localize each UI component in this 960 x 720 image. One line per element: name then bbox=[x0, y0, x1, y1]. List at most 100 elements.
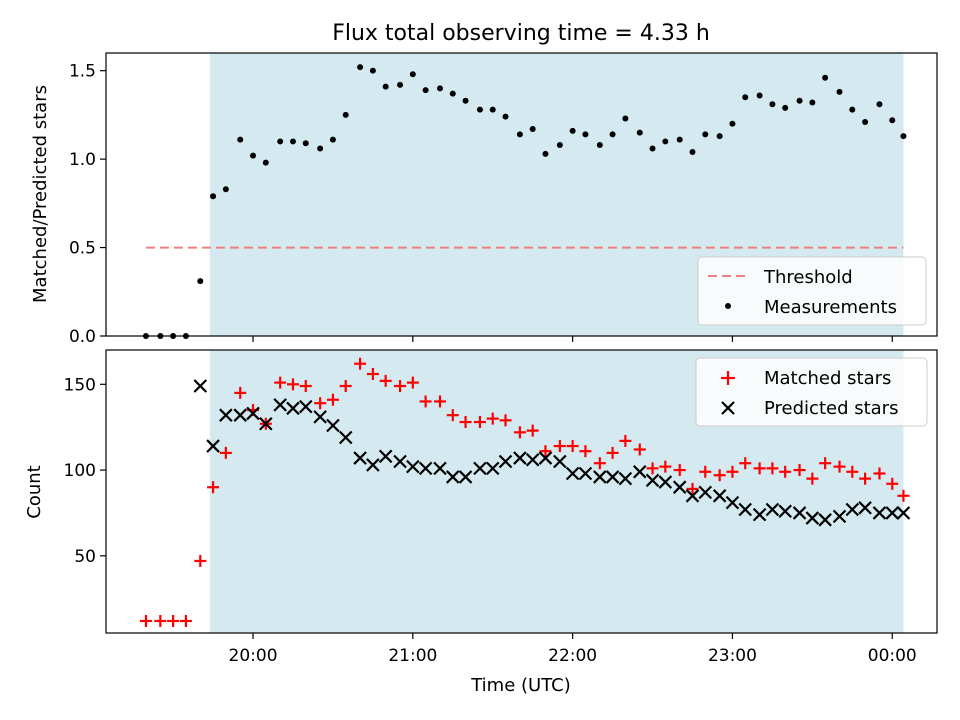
predicted-star-point bbox=[632, 464, 647, 479]
top-measurement-points bbox=[142, 64, 907, 339]
measurement-point bbox=[197, 278, 204, 285]
predicted-star-point bbox=[845, 502, 860, 517]
predicted-star-point bbox=[286, 401, 300, 416]
matched-star-point bbox=[897, 489, 910, 502]
predicted-star-point bbox=[645, 473, 660, 488]
predicted-star-point bbox=[326, 418, 340, 433]
predicted-star-point bbox=[473, 461, 487, 476]
measurement-point bbox=[649, 145, 656, 152]
measurement-point bbox=[676, 136, 683, 143]
predicted-star-point bbox=[712, 489, 727, 503]
y-tick-label: 1.0 bbox=[69, 150, 96, 170]
bottom-legend: Matched stars Predicted stars bbox=[695, 357, 928, 427]
measurement-point bbox=[889, 117, 896, 124]
measurement-point bbox=[876, 101, 883, 108]
matched-star-point bbox=[779, 465, 792, 478]
y-tick-label: 100 bbox=[64, 461, 96, 481]
x-axis-label: Time (UTC) bbox=[470, 675, 571, 696]
matched-star-point bbox=[646, 462, 659, 475]
measurement-point bbox=[862, 118, 869, 125]
measurement-point bbox=[317, 145, 324, 152]
predicted-star-point bbox=[553, 454, 567, 469]
predicted-star-point bbox=[672, 480, 687, 494]
predicted-star-point bbox=[338, 430, 353, 445]
measurement-point bbox=[662, 138, 669, 145]
matched-star-point bbox=[726, 465, 739, 478]
bottom-x-ticks: 20:00 21:00 22:00 23:00 00:00 bbox=[229, 633, 917, 666]
matched-star-point bbox=[486, 412, 499, 425]
measurement-point bbox=[422, 87, 429, 94]
measurement-point bbox=[222, 186, 229, 193]
top-legend: Threshold Measurements bbox=[697, 256, 927, 326]
predicted-star-point bbox=[605, 470, 620, 484]
predicted-star-point bbox=[298, 399, 313, 414]
matched-star-point bbox=[179, 614, 192, 627]
measurement-point bbox=[689, 149, 696, 156]
matched-star-point bbox=[766, 462, 779, 475]
bottom-y-ticks: 50 100 150 bbox=[64, 375, 106, 567]
predicted-star-point bbox=[738, 502, 753, 517]
predicted-star-point bbox=[525, 452, 540, 467]
bottom-matched-points bbox=[139, 357, 910, 627]
matched-star-point bbox=[326, 393, 339, 406]
predicted-star-point bbox=[406, 459, 420, 474]
predicted-star-point bbox=[778, 504, 792, 519]
matched-star-point bbox=[167, 614, 180, 627]
top-legend-box bbox=[697, 256, 927, 326]
measurement-point bbox=[702, 131, 709, 138]
predicted-star-point bbox=[725, 495, 740, 510]
predicted-star-point bbox=[698, 485, 713, 500]
measurement-point bbox=[516, 131, 523, 138]
top-panel: 0.0 0.5 1.0 1.5 Matched/Predicted stars Thr… bbox=[30, 52, 938, 347]
matched-star-point bbox=[274, 376, 287, 389]
x-tick-label: 22:00 bbox=[548, 646, 597, 666]
legend-measurements-label: Measurements bbox=[764, 297, 897, 318]
measurement-point bbox=[357, 64, 364, 71]
matched-star-point bbox=[379, 374, 392, 387]
measurement-point bbox=[476, 106, 483, 113]
matched-star-point bbox=[859, 472, 872, 485]
matched-star-point bbox=[139, 614, 152, 627]
matched-star-point bbox=[314, 397, 327, 410]
measurement-point bbox=[609, 131, 616, 138]
predicted-star-point bbox=[219, 408, 233, 422]
predicted-star-point bbox=[618, 471, 633, 486]
matched-star-point bbox=[886, 477, 899, 490]
matched-star-point bbox=[606, 446, 619, 459]
matched-star-point bbox=[819, 457, 832, 470]
measurement-point bbox=[556, 141, 563, 148]
measurement-point bbox=[769, 101, 776, 108]
y-tick-label: 50 bbox=[74, 547, 96, 567]
y-tick-label: 0.0 bbox=[69, 327, 96, 347]
predicted-star-point bbox=[498, 454, 513, 469]
matched-star-point bbox=[433, 395, 446, 408]
matched-star-point bbox=[633, 443, 646, 456]
legend-predicted-label: Predicted stars bbox=[764, 398, 898, 419]
legend-measurements-swatch bbox=[725, 303, 731, 309]
measurement-point bbox=[796, 97, 803, 104]
measurement-point bbox=[277, 138, 284, 145]
predicted-star-point bbox=[393, 454, 407, 469]
legend-matched-swatch bbox=[721, 371, 735, 385]
matched-star-point bbox=[579, 445, 592, 458]
top-axes-frame bbox=[105, 52, 938, 337]
matched-star-point bbox=[873, 467, 886, 480]
measurement-point bbox=[250, 152, 257, 159]
y-tick-label: 0.5 bbox=[69, 239, 96, 259]
bottom-legend-box bbox=[695, 357, 928, 427]
predicted-star-point bbox=[366, 458, 380, 472]
measurement-point bbox=[409, 71, 416, 78]
measurement-point bbox=[569, 127, 576, 134]
measurement-point bbox=[582, 131, 589, 138]
predicted-star-point bbox=[805, 511, 820, 525]
measurement-point bbox=[622, 115, 629, 122]
matched-star-point bbox=[846, 465, 859, 478]
matched-star-point bbox=[419, 395, 432, 408]
measurement-point bbox=[382, 83, 389, 90]
y-tick-label: 1.5 bbox=[69, 62, 96, 82]
predicted-star-point bbox=[458, 470, 473, 484]
legend-threshold-label: Threshold bbox=[763, 267, 853, 288]
measurement-point bbox=[262, 159, 269, 166]
measurement-point bbox=[302, 140, 309, 147]
measurement-point bbox=[729, 120, 736, 127]
